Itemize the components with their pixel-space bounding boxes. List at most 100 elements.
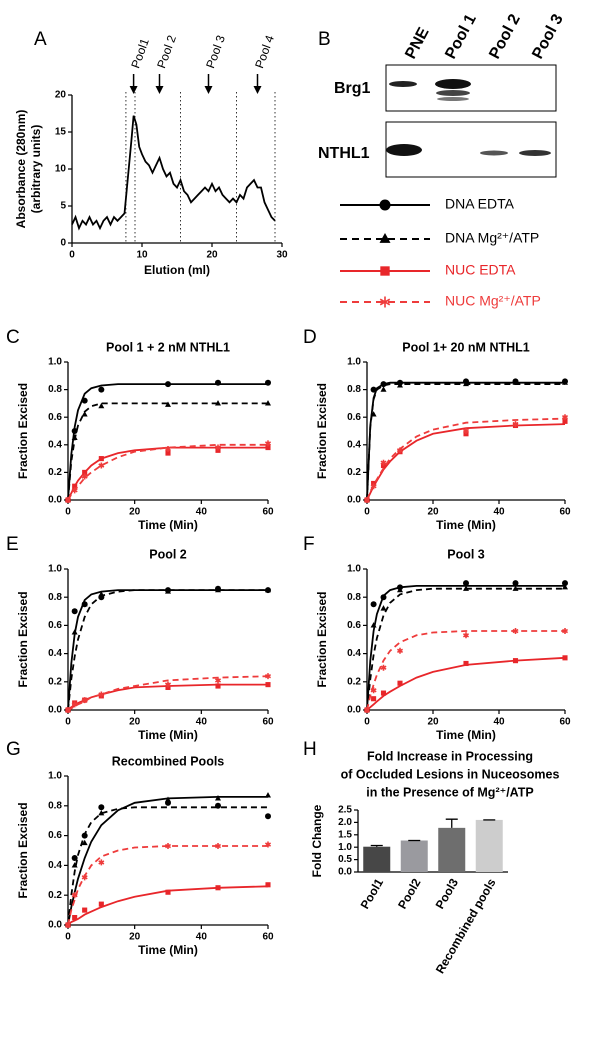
fit-curve <box>67 675 269 711</box>
y-axis-label: (arbitrary units) <box>29 125 43 214</box>
y-tick-label: 2.0 <box>338 817 352 828</box>
y-tick-label: 0.0 <box>48 705 62 716</box>
y-tick-label: 0.5 <box>338 854 352 865</box>
point <box>370 483 377 490</box>
y-tick-label: 0 <box>60 238 66 249</box>
y-axis-label: Absorbance (280nm) <box>14 110 28 229</box>
band <box>386 144 422 156</box>
point <box>397 382 403 388</box>
point <box>165 796 171 802</box>
point <box>380 386 387 392</box>
point <box>98 809 105 816</box>
point <box>370 601 377 608</box>
y-tick-label: 0.4 <box>48 439 62 450</box>
point <box>379 199 391 211</box>
bar <box>438 827 466 872</box>
y-tick-label: 0.2 <box>347 676 361 687</box>
point <box>214 843 222 850</box>
y-tick-label: 0.8 <box>48 592 62 603</box>
point <box>215 400 221 406</box>
y-tick-label: 0.6 <box>48 830 62 841</box>
band <box>437 97 469 101</box>
y-tick-label: 1.0 <box>48 771 62 782</box>
arrow-head <box>253 86 262 94</box>
point <box>81 697 88 704</box>
y-tick-label: 0.4 <box>347 648 361 659</box>
point <box>71 892 78 899</box>
point <box>265 400 271 406</box>
x-tick-label: 20 <box>206 250 218 261</box>
legend-label: DNA EDTA <box>445 196 515 212</box>
band <box>389 81 417 87</box>
arrow-head <box>204 86 213 94</box>
point <box>215 795 221 801</box>
fit-curve <box>67 589 268 711</box>
point <box>512 421 519 428</box>
chart-title: in the Presence of Mg²⁺/ATP <box>366 785 534 799</box>
x-axis-label: Time (Min) <box>138 518 198 532</box>
bar <box>363 846 391 872</box>
y-tick-label: 0.0 <box>347 495 361 506</box>
band <box>480 150 508 156</box>
point <box>71 629 78 635</box>
point <box>512 580 519 587</box>
x-tick-label: 40 <box>493 717 505 728</box>
trace <box>71 115 276 231</box>
fit-curve <box>366 383 565 501</box>
x-tick-label: 20 <box>129 507 141 518</box>
y-tick-label: 0.0 <box>48 920 62 931</box>
point <box>81 874 88 881</box>
point <box>98 462 105 469</box>
x-tick-label: 60 <box>559 507 571 518</box>
x-tick-label: 0 <box>364 507 370 518</box>
point <box>215 683 221 689</box>
y-tick-label: 0.2 <box>48 467 62 478</box>
point <box>81 600 88 607</box>
point <box>98 402 105 409</box>
point <box>379 296 391 308</box>
fit-curve <box>366 656 566 711</box>
point <box>98 691 105 698</box>
point <box>98 901 104 907</box>
point <box>98 456 104 462</box>
y-tick-label: 0.4 <box>48 648 62 659</box>
point <box>512 379 519 385</box>
point <box>379 232 391 243</box>
y-axis-label: Fraction Excised <box>16 591 30 687</box>
y-tick-label: 20 <box>55 90 67 101</box>
x-tick-label: 60 <box>262 717 274 728</box>
point <box>71 854 78 861</box>
point <box>165 381 171 388</box>
y-tick-label: 1.0 <box>48 357 62 368</box>
x-tick-label: 0 <box>65 932 71 943</box>
x-tick-label: 40 <box>196 507 208 518</box>
legend-label: NUC Mg²⁺/ATP <box>445 293 541 309</box>
y-axis-label: Fraction Excised <box>315 591 329 687</box>
y-tick-label: 0.2 <box>48 890 62 901</box>
y-tick-label: 0.2 <box>347 467 361 478</box>
legend-label: NUC EDTA <box>445 262 516 278</box>
x-axis-label: Time (Min) <box>138 943 198 957</box>
point <box>380 266 390 276</box>
panel-letter: E <box>6 534 19 555</box>
x-axis-label: Time (Min) <box>138 728 198 742</box>
point <box>82 907 88 913</box>
annotation: Pool 2 <box>154 33 179 70</box>
y-tick-label: 0.8 <box>347 384 361 395</box>
y-tick-label: 0.0 <box>48 495 62 506</box>
y-tick-label: 0.2 <box>48 676 62 687</box>
point <box>371 696 377 702</box>
point <box>380 459 387 466</box>
chart-title: Pool 1 + 2 nM NTHL1 <box>106 340 230 354</box>
y-tick-label: 0.6 <box>347 620 361 631</box>
bar <box>400 840 428 872</box>
error-bar <box>445 818 458 828</box>
point <box>265 682 271 688</box>
point <box>164 843 172 850</box>
fit-curve <box>366 381 565 501</box>
x-axis-label: Time (Min) <box>436 728 496 742</box>
point <box>462 428 470 434</box>
band <box>519 150 551 156</box>
error-bar <box>370 844 383 847</box>
x-tick-label: 40 <box>196 932 208 943</box>
